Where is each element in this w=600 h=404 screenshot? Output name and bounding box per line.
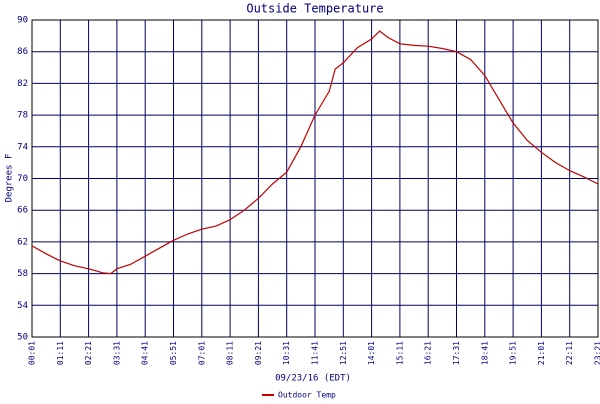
y-tick-label: 78 — [17, 111, 28, 121]
y-tick-label: 58 — [17, 269, 28, 279]
y-tick-label: 82 — [17, 79, 28, 89]
x-tick-label: 21:01 — [537, 341, 546, 365]
y-tick-label: 50 — [17, 333, 28, 343]
x-tick-label: 02:21 — [84, 341, 93, 365]
y-tick-label: 66 — [17, 206, 28, 216]
x-tick-label: 18:41 — [480, 341, 489, 365]
x-axis-label: 09/23/16 (EDT) — [275, 374, 351, 384]
x-tick-label: 12:51 — [339, 341, 348, 365]
x-tick-label: 00:01 — [28, 341, 37, 365]
x-tick-label: 14:01 — [367, 341, 376, 365]
x-tick-label: 19:51 — [509, 341, 518, 365]
y-tick-label: 86 — [17, 47, 28, 57]
x-tick-label: 23:21 — [594, 341, 600, 365]
x-tick-label: 04:41 — [141, 341, 150, 365]
y-tick-label: 62 — [17, 237, 28, 247]
x-tick-label: 05:51 — [169, 341, 178, 365]
x-tick-label: 01:11 — [56, 341, 65, 365]
y-tick-label: 74 — [17, 142, 28, 152]
x-tick-label: 15:11 — [395, 341, 404, 365]
y-tick-label: 54 — [17, 301, 28, 311]
x-tick-label: 16:21 — [424, 341, 433, 365]
y-tick-label: 70 — [17, 174, 28, 184]
x-tick-label: 07:01 — [197, 341, 206, 365]
x-tick-label: 03:31 — [112, 341, 121, 365]
x-tick-label: 10:31 — [282, 341, 291, 365]
x-tick-label: 17:31 — [452, 341, 461, 365]
y-tick-label: 90 — [17, 16, 28, 26]
y-axis-label: Degrees F — [5, 154, 15, 203]
x-tick-label: 08:11 — [226, 341, 235, 365]
x-tick-label: 11:41 — [311, 341, 320, 365]
x-tick-label: 09:21 — [254, 341, 263, 365]
chart-title: Outside Temperature — [246, 2, 383, 16]
x-tick-label: 22:11 — [565, 341, 574, 365]
legend-label: Outdoor Temp — [278, 391, 336, 400]
